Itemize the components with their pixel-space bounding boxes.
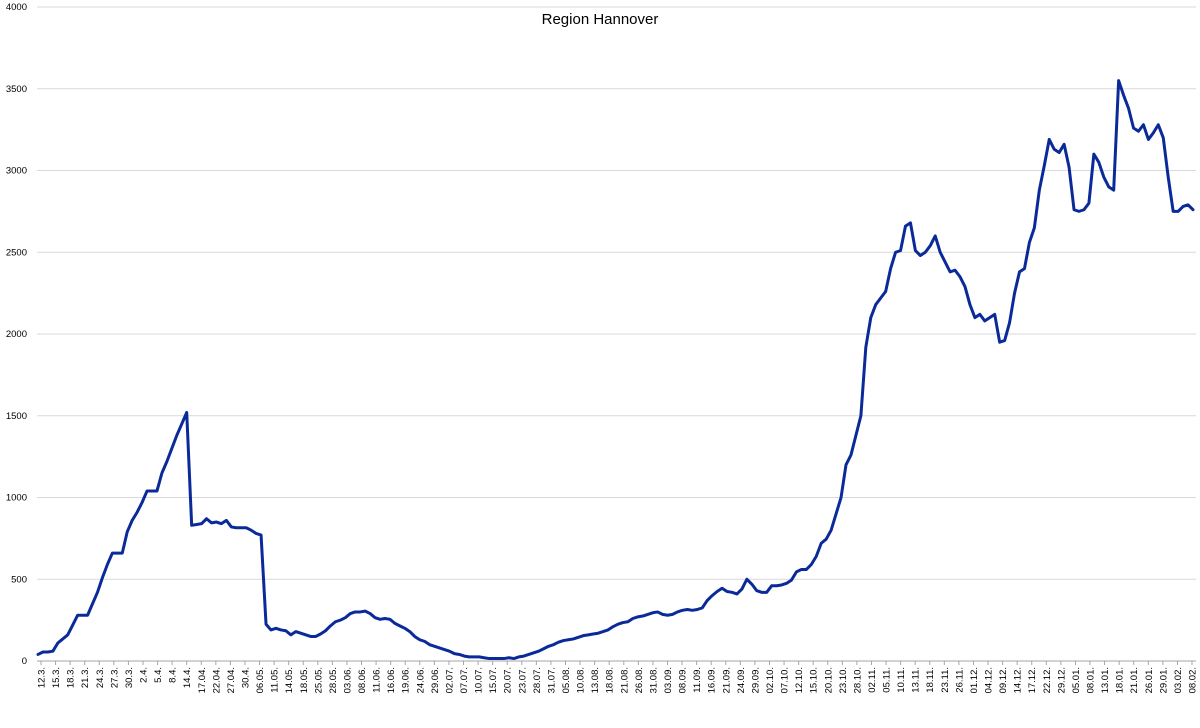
x-tick-label: 21.3. bbox=[80, 667, 91, 688]
x-tick-label: 12.10. bbox=[794, 667, 805, 693]
x-tick-label: 5.4. bbox=[153, 667, 164, 683]
y-tick-label: 500 bbox=[11, 574, 27, 585]
y-tick-label: 2500 bbox=[6, 247, 27, 258]
x-tick-label: 24.09. bbox=[736, 667, 747, 693]
x-tick-label: 21.01. bbox=[1129, 667, 1140, 693]
x-tick-label: 03.06. bbox=[342, 667, 353, 693]
chart-title: Region Hannover bbox=[542, 11, 659, 28]
x-tick-label: 01.12. bbox=[969, 667, 980, 693]
x-tick-label: 13.01. bbox=[1100, 667, 1111, 693]
x-tick-label: 23.10. bbox=[838, 667, 849, 693]
y-tick-label: 3500 bbox=[6, 84, 27, 95]
x-tick-label: 02.07. bbox=[444, 667, 455, 693]
x-tick-label: 03.02. bbox=[1173, 667, 1184, 693]
x-tick-label: 20.10. bbox=[823, 667, 834, 693]
x-tick-label: 14.4. bbox=[182, 667, 193, 688]
x-tick-label: 29.06. bbox=[430, 667, 441, 693]
x-tick-label: 08.06. bbox=[357, 667, 368, 693]
x-tick-label: 18.05. bbox=[299, 667, 310, 693]
x-tick-label: 03.09. bbox=[663, 667, 674, 693]
x-tick-label: 14.05. bbox=[284, 667, 295, 693]
x-tick-label: 26.11. bbox=[954, 667, 965, 693]
x-tick-label: 22.12. bbox=[1042, 667, 1053, 693]
x-tick-label: 15.3. bbox=[51, 667, 62, 688]
x-tick-label: 24.06. bbox=[415, 667, 426, 693]
x-tick-label: 11.05. bbox=[270, 667, 281, 693]
x-tick-label: 17.04. bbox=[197, 667, 208, 693]
x-tick-label: 30.4. bbox=[240, 667, 251, 688]
x-tick-label: 08.01. bbox=[1086, 667, 1097, 693]
x-tick-label: 10.11. bbox=[896, 667, 907, 693]
x-tick-label: 08.02. bbox=[1188, 667, 1199, 693]
x-tick-label: 18.3. bbox=[66, 667, 77, 688]
x-tick-label: 24.3. bbox=[95, 667, 106, 688]
x-tick-label: 16.06. bbox=[386, 667, 397, 693]
x-axis: 12.3. 15.3. 18.3. 21.3. 24.3. 27.3. 30.3. 2.4. 5… bbox=[37, 661, 1199, 693]
x-tick-label: 02.11. bbox=[867, 667, 878, 693]
y-tick-label: 3000 bbox=[6, 166, 27, 177]
x-tick-label: 19.06. bbox=[401, 667, 412, 693]
x-tick-label: 14.12. bbox=[1013, 667, 1024, 693]
x-tick-label: 12.3. bbox=[37, 667, 48, 688]
x-tick-label: 07.07. bbox=[459, 667, 470, 693]
x-tick-label: 20.07. bbox=[503, 667, 514, 693]
x-tick-label: 21.08. bbox=[619, 667, 630, 693]
x-tick-label: 26.08. bbox=[634, 667, 645, 693]
y-tick-label: 1000 bbox=[6, 493, 27, 504]
y-tick-label: 1500 bbox=[6, 411, 27, 422]
x-tick-label: 18.11. bbox=[925, 667, 936, 693]
x-tick-label: 29.12. bbox=[1056, 667, 1067, 693]
x-tick-label: 30.3. bbox=[124, 667, 135, 688]
y-tick-label: 4000 bbox=[6, 2, 27, 13]
x-tick-label: 10.08. bbox=[576, 667, 587, 693]
x-tick-label: 09.12. bbox=[998, 667, 1009, 693]
x-tick-label: 31.08. bbox=[648, 667, 659, 693]
x-tick-label: 2.4. bbox=[138, 667, 149, 683]
x-tick-label: 11.06. bbox=[372, 667, 383, 693]
x-tick-label: 17.12. bbox=[1027, 667, 1038, 693]
x-tick-label: 11.09. bbox=[692, 667, 703, 693]
x-tick-label: 23.11. bbox=[940, 667, 951, 693]
x-tick-label: 28.07. bbox=[532, 667, 543, 693]
x-tick-label: 18.01. bbox=[1115, 667, 1126, 693]
x-tick-label: 31.07. bbox=[546, 667, 557, 693]
x-tick-label: 05.08. bbox=[561, 667, 572, 693]
x-tick-label: 08.09. bbox=[678, 667, 689, 693]
x-tick-label: 21.09. bbox=[721, 667, 732, 693]
gridlines bbox=[37, 6, 1196, 662]
x-tick-label: 13.08. bbox=[590, 667, 601, 693]
x-tick-label: 29.01. bbox=[1158, 667, 1169, 693]
x-tick-label: 25.05. bbox=[313, 667, 324, 693]
x-tick-label: 15.10. bbox=[809, 667, 820, 693]
x-tick-label: 05.01. bbox=[1071, 667, 1082, 693]
x-tick-label: 07.10. bbox=[780, 667, 791, 693]
x-tick-label: 15.07. bbox=[488, 667, 499, 693]
x-tick-label: 29.09. bbox=[750, 667, 761, 693]
x-tick-label: 13.11. bbox=[911, 667, 922, 693]
x-tick-label: 04.12. bbox=[984, 667, 995, 693]
x-tick-label: 26.01. bbox=[1144, 667, 1155, 693]
x-tick-label: 27.3. bbox=[109, 667, 120, 688]
x-tick-label: 28.05. bbox=[328, 667, 339, 693]
y-axis: 0 500 1000 1500 2000 2500 3000 3500 4000 bbox=[6, 2, 27, 667]
x-tick-label: 10.07. bbox=[474, 667, 485, 693]
series-line bbox=[36, 79, 1195, 661]
x-tick-label: 02.10. bbox=[765, 667, 776, 693]
x-tick-label: 28.10. bbox=[852, 667, 863, 693]
y-tick-label: 0 bbox=[22, 656, 27, 667]
x-tick-label: 06.05. bbox=[255, 667, 266, 693]
x-tick-label: 23.07. bbox=[517, 667, 528, 693]
y-tick-label: 2000 bbox=[6, 329, 27, 340]
x-tick-label: 16.09. bbox=[707, 667, 718, 693]
x-tick-label: 22.04. bbox=[211, 667, 222, 693]
x-tick-label: 05.11. bbox=[882, 667, 893, 693]
x-tick-label: 27.04. bbox=[226, 667, 237, 693]
x-tick-label: 18.08. bbox=[605, 667, 616, 693]
x-tick-label: 8.4. bbox=[168, 667, 179, 683]
